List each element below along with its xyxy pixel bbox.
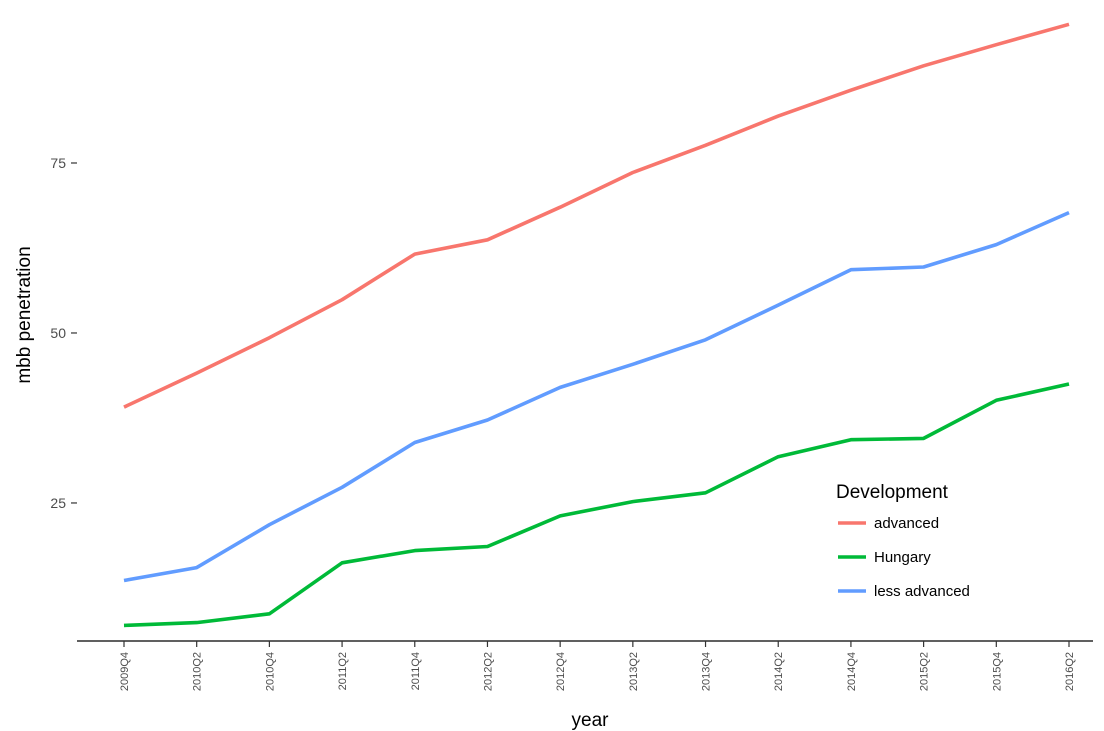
legend-label-advanced: advanced <box>874 515 939 532</box>
x-tick-label-2014Q4: 2014Q4 <box>846 652 858 691</box>
x-tick-label-2009Q4: 2009Q4 <box>119 652 131 691</box>
x-tick-label-2014Q2: 2014Q2 <box>773 652 785 691</box>
y-tick-label-50: 50 <box>50 325 66 341</box>
legend: Development advanced Hungary less advanced <box>836 482 970 600</box>
x-tick-label-2015Q2: 2015Q2 <box>919 652 931 691</box>
x-tick-label-2011Q4: 2011Q4 <box>410 652 422 690</box>
y-axis: 25 50 75 <box>50 155 77 511</box>
x-tick-label-2012Q2: 2012Q2 <box>482 652 494 691</box>
x-axis-title: year <box>572 710 610 731</box>
x-tick-label-2015Q4: 2015Q4 <box>991 652 1003 691</box>
y-axis-title: mbb penetration <box>14 246 35 383</box>
x-tick-label-2013Q4: 2013Q4 <box>701 652 713 691</box>
x-tick-label-2011Q2: 2011Q2 <box>337 652 349 690</box>
series-line-hungary <box>123 382 1070 628</box>
legend-title: Development <box>836 482 949 503</box>
series-line-advanced <box>123 22 1070 409</box>
x-axis: 2009Q4 2010Q2 2010Q4 2011Q2 2011Q4 2012Q2 2012… <box>77 640 1093 691</box>
legend-label-hungary: Hungary <box>874 549 931 566</box>
series-lines <box>123 22 1070 628</box>
x-tick-label-2010Q2: 2010Q2 <box>192 652 204 691</box>
series-line-less-advanced <box>123 210 1070 583</box>
x-tick-label-2012Q4: 2012Q4 <box>555 652 567 691</box>
x-tick-label-2016Q2: 2016Q2 <box>1064 652 1076 691</box>
legend-label-less-advanced: less advanced <box>874 583 970 600</box>
y-tick-label-75: 75 <box>50 155 66 171</box>
y-tick-label-25: 25 <box>50 495 66 511</box>
x-tick-label-2010Q4: 2010Q4 <box>264 652 276 691</box>
x-tick-label-2013Q2: 2013Q2 <box>628 652 640 691</box>
